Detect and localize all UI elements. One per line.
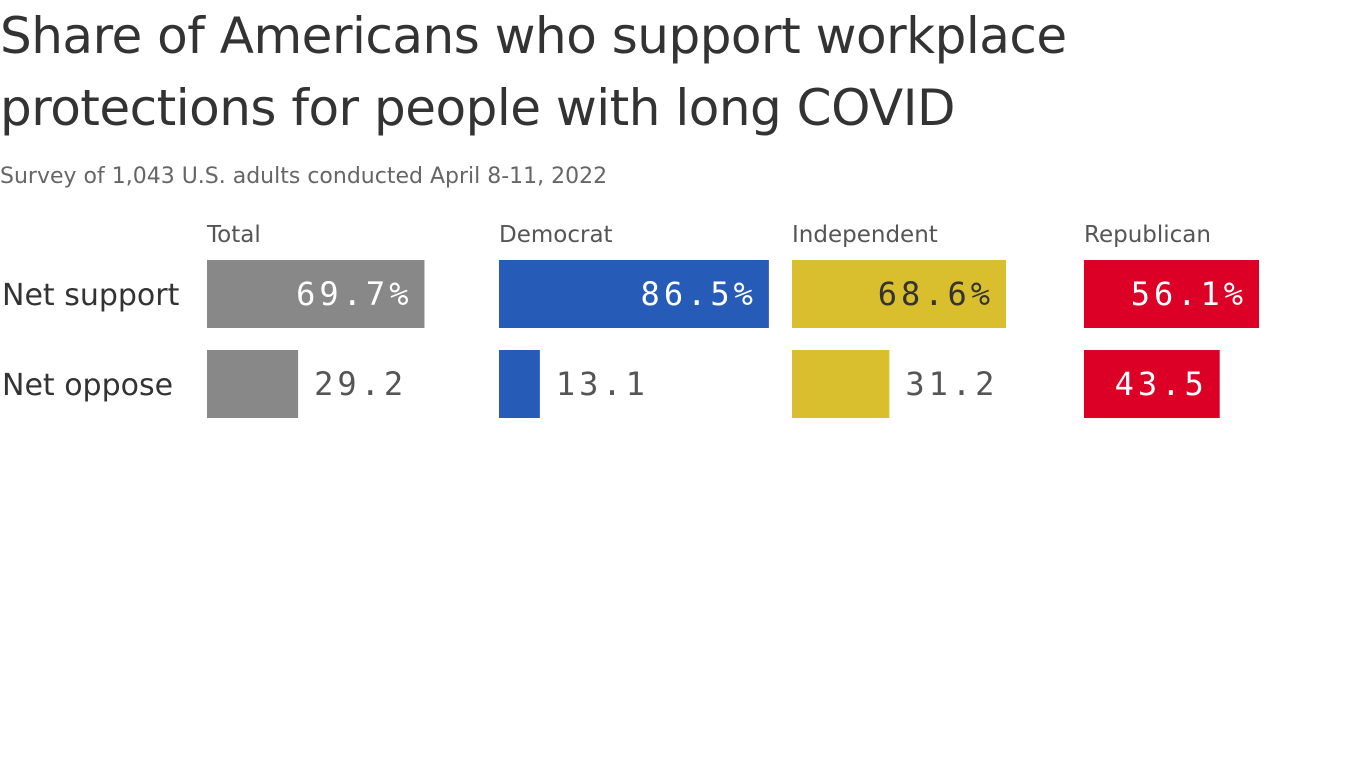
chart-title-line-2: protections for people with long COVID xyxy=(0,79,956,137)
bar-democrat-net-oppose xyxy=(499,350,540,418)
value-label-republican-net-support: 56.1% xyxy=(1131,275,1247,313)
bar-democrat-net-support xyxy=(499,260,769,328)
panel-title-republican: Republican xyxy=(1084,222,1211,248)
bar-independent-net-support xyxy=(792,260,1007,328)
bar-total-net-support xyxy=(207,260,425,328)
bar-republican-net-oppose xyxy=(1084,350,1220,418)
panel-title-independent: Independent xyxy=(792,222,938,248)
bar-total-net-oppose xyxy=(207,350,299,418)
value-label-independent-net-oppose: 31.2 xyxy=(905,365,998,403)
panel-title-total: Total xyxy=(206,222,261,248)
row-label-net-oppose: Net oppose xyxy=(2,368,173,403)
chart-title: Share of Americans who support workplace… xyxy=(0,0,1340,144)
bar-independent-net-oppose xyxy=(792,350,890,418)
chart-subtitle: Survey of 1,043 U.S. adults conducted Ap… xyxy=(0,164,608,189)
row-label-net-support: Net support xyxy=(2,278,180,313)
value-label-independent-net-support: 68.6% xyxy=(878,275,994,313)
panel-title-democrat: Democrat xyxy=(499,222,613,248)
value-label-total-net-oppose: 29.2 xyxy=(314,365,407,403)
value-label-republican-net-oppose: 43.5 xyxy=(1115,365,1208,403)
chart-title-line-1: Share of Americans who support workplace xyxy=(0,7,1067,65)
value-label-total-net-support: 69.7% xyxy=(296,275,412,313)
bar-republican-net-support xyxy=(1084,260,1260,328)
value-label-democrat-net-support: 86.5% xyxy=(641,275,757,313)
value-label-democrat-net-oppose: 13.1 xyxy=(556,365,649,403)
bar-chart: Net support Net oppose Total 69.7% 29.2 Democ… xyxy=(2,222,1260,418)
